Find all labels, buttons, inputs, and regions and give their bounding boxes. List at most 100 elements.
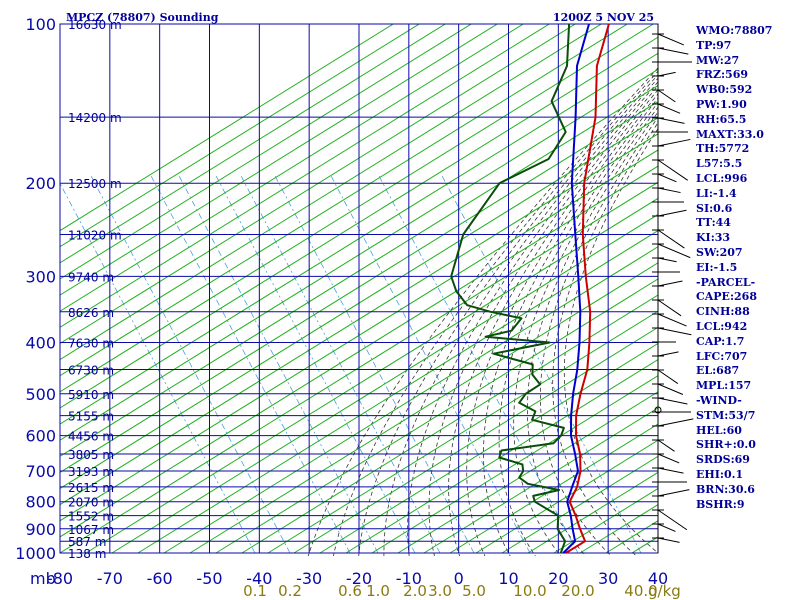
mixing-ratio-line-0.1	[60, 182, 256, 554]
dry-adiabat	[60, 24, 447, 264]
index-srds: SRDS:69	[696, 453, 750, 467]
wind-barb	[657, 89, 676, 103]
moist-adiabat	[333, 70, 658, 556]
index-rh: RH:65.5	[696, 112, 747, 126]
isobar-lines	[59, 23, 659, 554]
height-label: 138 m	[68, 547, 106, 561]
moist-adiabat	[513, 106, 658, 556]
pressure-tick-label: 700	[25, 462, 56, 481]
index-shr: SHR+:0.0	[696, 438, 756, 452]
dry-adiabat	[475, 439, 658, 554]
mixing-ratio-label: 0.2	[278, 582, 302, 600]
index-wmo: WMO:78807	[696, 24, 773, 37]
mixing-ratio-line-0.6	[149, 173, 351, 554]
height-label: 587 m	[68, 535, 106, 549]
index-brn: BRN:30.6	[696, 482, 755, 496]
index-mw: MW:27	[696, 53, 740, 67]
mixing-ratio-label: 20.0	[561, 582, 594, 600]
index-wind-header: -WIND-	[696, 393, 742, 407]
dry-adiabat	[60, 165, 658, 538]
index-wbo: WB0:592	[696, 83, 753, 97]
index-mpl: MPL:157	[696, 379, 752, 393]
dry-adiabat	[241, 294, 658, 554]
station-title: MPCZ (78807) Sounding	[66, 11, 219, 24]
index-l57: L57:5.5	[696, 157, 743, 171]
dry-adiabat	[60, 24, 421, 248]
dry-adiabat	[137, 230, 658, 554]
index-frz: FRZ:569	[696, 68, 749, 82]
wind-barb	[657, 313, 687, 327]
wind-barb	[657, 257, 677, 263]
height-label: 9740 m	[68, 270, 114, 284]
height-label: 2070 m	[68, 496, 114, 510]
height-label: 5910 m	[68, 388, 114, 402]
height-label: 1552 m	[68, 510, 114, 524]
height-label: 14200 m	[68, 111, 122, 125]
pressure-tick-label: 600	[25, 427, 56, 446]
wind-barb	[657, 103, 681, 114]
dry-adiabat	[60, 133, 658, 506]
height-label: 2615 m	[68, 481, 114, 495]
index-ehi: EHI:0.1	[696, 467, 744, 481]
height-label: 12500 m	[68, 177, 122, 191]
wind-barb	[657, 71, 676, 77]
temperature-tick-label: 0	[454, 569, 464, 588]
index-ei: EI:-1.5	[696, 260, 738, 274]
height-label: 8626 m	[68, 306, 114, 320]
dry-adiabat	[60, 24, 655, 393]
dry-adiabat	[60, 84, 658, 457]
time-label: 1200Z 5 NOV 25	[553, 11, 654, 24]
dry-adiabat	[215, 278, 658, 554]
temperature-tick-label: -70	[97, 569, 123, 588]
temperature-tick-label: 20	[548, 569, 568, 588]
dry-adiabat	[60, 68, 658, 441]
temperature-tick-label: -50	[196, 569, 222, 588]
moist-adiabat	[563, 127, 658, 554]
index-tt: TT:44	[696, 216, 731, 230]
mixing-ratio-label: 5.0	[462, 582, 486, 600]
dry-adiabat	[163, 246, 658, 554]
index-th: TH:5772	[696, 142, 750, 156]
dry-adiabat	[267, 310, 658, 554]
wind-barb	[657, 209, 687, 217]
dry-adiabat	[60, 24, 551, 328]
dewpoint-profile	[450, 24, 571, 554]
height-label: 4456 m	[68, 430, 114, 444]
wind-barb	[657, 369, 679, 384]
moist-adiabat	[527, 111, 658, 556]
wind-barb	[657, 351, 679, 357]
sounding-series	[450, 24, 610, 554]
dry-adiabat	[60, 24, 525, 312]
dry-adiabat	[60, 149, 658, 522]
index-cape: CAPE:268	[696, 290, 757, 304]
dry-adiabat	[85, 197, 658, 554]
height-label: 11020 m	[68, 229, 122, 243]
pressure-tick-label: 200	[25, 174, 56, 193]
height-label: 7630 m	[68, 336, 114, 350]
pressure-tick-label: 900	[25, 520, 56, 539]
wind-barb	[657, 489, 690, 497]
temperature-tick-label: 40	[648, 569, 668, 588]
height-label: 6730 m	[68, 364, 114, 378]
pressure-tick-label: 800	[25, 493, 56, 512]
height-label: 1067 m	[68, 523, 114, 537]
pressure-unit-label: mb	[30, 569, 56, 588]
height-label: 16630 m	[68, 18, 122, 32]
wind-barb	[657, 397, 688, 405]
height-label: 5155 m	[68, 410, 114, 424]
wind-barb	[657, 138, 691, 147]
dry-adiabat	[501, 455, 658, 554]
dry-adiabat	[60, 24, 473, 280]
stability-indices-panel: WMO:78807 TP:97 MW:27 FRZ:569 WB0:592 PW:1.90…	[696, 24, 800, 512]
moist-adiabat	[307, 67, 658, 556]
dry-adiabat	[60, 24, 395, 232]
mixing-ratio-label: 40.0	[624, 582, 657, 600]
wind-barb	[657, 280, 683, 287]
wind-barb	[657, 299, 682, 317]
index-bshr: BSHR:9	[696, 497, 745, 511]
index-hel: HEL:60	[696, 423, 742, 437]
pressure-tick-label: 400	[25, 333, 56, 352]
temperature-tick-label: -20	[346, 569, 372, 588]
